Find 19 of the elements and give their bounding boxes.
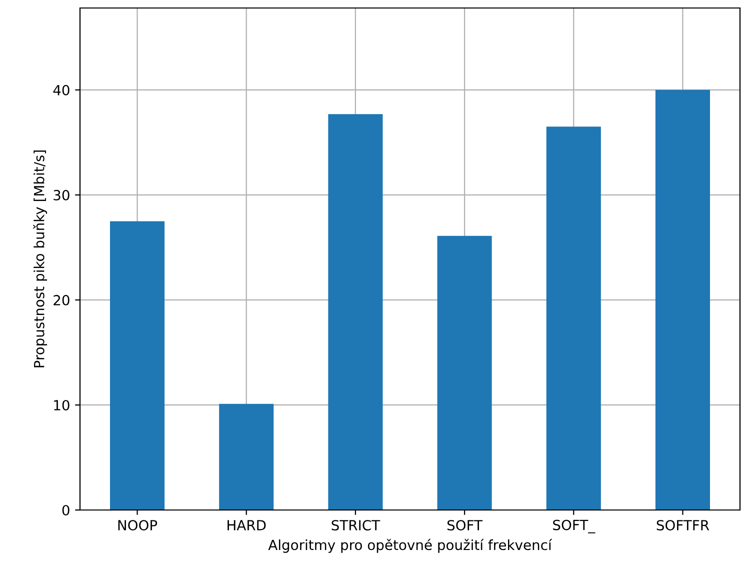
bar xyxy=(328,114,383,510)
bar xyxy=(437,236,492,510)
y-tick-label: 0 xyxy=(62,504,70,516)
y-tick-label: 10 xyxy=(54,400,70,410)
bar xyxy=(219,404,274,510)
bar xyxy=(110,221,165,510)
y-axis-title: Propustnost piko buňky [Mbit/s] xyxy=(33,150,48,368)
x-tick-label: HARD xyxy=(228,520,266,530)
x-tick-label: SOFTFR xyxy=(656,520,710,530)
y-tick-label: 20 xyxy=(54,294,70,306)
y-tick-label: 40 xyxy=(53,84,70,96)
x-tick-label: SOFT_ xyxy=(553,520,596,534)
bar xyxy=(546,126,601,510)
x-tick-label: STRICT xyxy=(332,520,380,530)
x-tick-label: NOOP xyxy=(118,520,158,530)
x-axis-title: Algoritmy pro opětovné použití frekvencí xyxy=(268,538,552,553)
y-tick-label: 30 xyxy=(54,190,70,200)
bar xyxy=(655,90,710,510)
x-tick-label: SOFT xyxy=(447,520,483,530)
